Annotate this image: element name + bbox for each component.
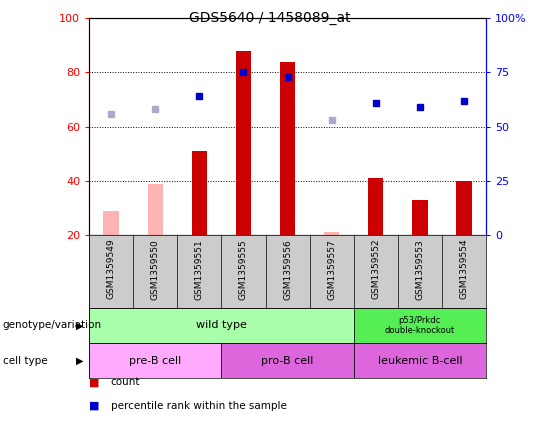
Bar <box>104 211 119 235</box>
Text: pro-B cell: pro-B cell <box>261 356 314 365</box>
Text: GSM1359556: GSM1359556 <box>283 239 292 299</box>
Text: ■: ■ <box>89 401 99 411</box>
Text: pre-B cell: pre-B cell <box>129 356 181 365</box>
Bar <box>354 343 486 378</box>
Text: GSM1359557: GSM1359557 <box>327 239 336 299</box>
Bar <box>324 233 339 235</box>
Bar <box>89 343 221 378</box>
Text: cell type: cell type <box>3 356 48 365</box>
Bar <box>368 178 383 235</box>
Bar <box>236 51 251 235</box>
Text: count: count <box>111 377 140 387</box>
Bar <box>89 308 354 343</box>
Text: GSM1359553: GSM1359553 <box>415 239 424 299</box>
Text: leukemic B-cell: leukemic B-cell <box>377 356 462 365</box>
Bar <box>412 200 428 235</box>
Text: genotype/variation: genotype/variation <box>3 321 102 330</box>
Text: p53/Prkdc
double-knockout: p53/Prkdc double-knockout <box>384 316 455 335</box>
Text: ▶: ▶ <box>76 356 84 365</box>
Bar <box>147 184 163 235</box>
Bar <box>456 181 471 235</box>
Bar <box>221 343 354 378</box>
Text: GDS5640 / 1458089_at: GDS5640 / 1458089_at <box>189 11 351 25</box>
Text: wild type: wild type <box>196 321 247 330</box>
Bar <box>280 62 295 235</box>
Bar <box>192 151 207 235</box>
Text: GSM1359551: GSM1359551 <box>195 239 204 299</box>
Text: GSM1359554: GSM1359554 <box>460 239 468 299</box>
Text: percentile rank within the sample: percentile rank within the sample <box>111 401 287 411</box>
Text: GSM1359552: GSM1359552 <box>372 239 380 299</box>
Text: ▶: ▶ <box>76 321 84 330</box>
Text: GSM1359550: GSM1359550 <box>151 239 160 299</box>
Bar <box>354 308 486 343</box>
Text: GSM1359555: GSM1359555 <box>239 239 248 299</box>
Text: GSM1359549: GSM1359549 <box>107 239 116 299</box>
Text: ■: ■ <box>89 377 99 387</box>
